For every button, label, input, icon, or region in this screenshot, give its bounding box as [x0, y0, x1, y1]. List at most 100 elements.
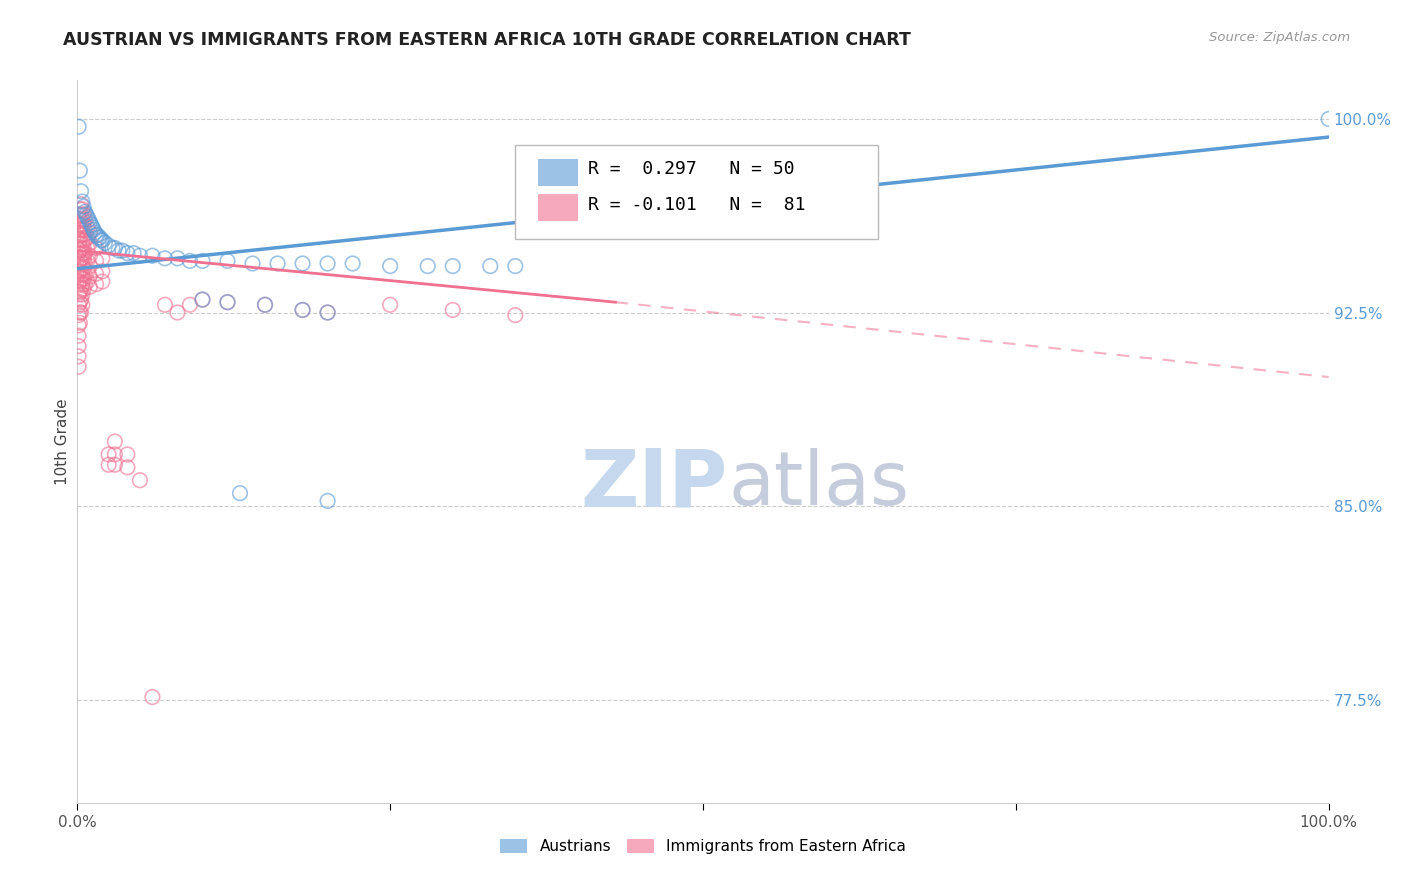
Point [76, 210, 98, 224]
Point [1317, 112, 1340, 126]
Point [104, 458, 127, 472]
Point [84, 228, 107, 243]
Point [153, 252, 176, 266]
Point [84, 267, 107, 281]
Point [72, 256, 94, 270]
Point [76, 253, 98, 268]
Point [72, 200, 94, 214]
Point [72, 207, 94, 221]
Point [67, 287, 90, 301]
Point [217, 295, 239, 310]
Point [72, 194, 94, 209]
Point [97, 238, 120, 252]
Point [72, 282, 94, 296]
Point [70, 218, 93, 232]
FancyBboxPatch shape [515, 145, 879, 239]
Point [141, 690, 163, 704]
Point [91, 275, 114, 289]
Point [229, 486, 252, 500]
Point [86, 228, 108, 243]
Point [67, 235, 90, 250]
Point [72, 212, 94, 227]
Point [72, 267, 94, 281]
Point [104, 447, 127, 461]
Point [316, 256, 339, 270]
Point [67, 267, 90, 281]
Point [67, 359, 90, 374]
Point [67, 226, 90, 240]
Point [80, 218, 103, 232]
Point [91, 264, 114, 278]
Point [70, 197, 93, 211]
Point [79, 259, 101, 273]
Point [72, 261, 94, 276]
Point [73, 212, 96, 227]
Point [70, 207, 93, 221]
Point [416, 259, 439, 273]
Point [79, 249, 101, 263]
Point [70, 184, 93, 198]
Point [69, 202, 91, 217]
Point [69, 295, 91, 310]
Point [73, 205, 96, 219]
Point [179, 253, 201, 268]
Point [117, 460, 139, 475]
Point [67, 350, 90, 364]
Legend: Austrians, Immigrants from Eastern Africa: Austrians, Immigrants from Eastern Afric… [494, 832, 912, 860]
Point [191, 253, 214, 268]
Point [70, 282, 93, 296]
Point [73, 246, 96, 260]
Point [72, 241, 94, 255]
Point [503, 259, 526, 273]
Point [191, 293, 214, 307]
Point [107, 244, 129, 258]
Point [77, 212, 100, 227]
Point [67, 298, 90, 312]
Point [94, 235, 117, 250]
Point [70, 241, 93, 255]
Point [69, 253, 91, 268]
Point [72, 277, 94, 292]
Point [67, 207, 90, 221]
Point [101, 241, 124, 255]
Point [67, 339, 90, 353]
Point [111, 244, 134, 258]
Point [378, 259, 402, 273]
Point [76, 220, 98, 235]
Point [79, 226, 101, 240]
Point [166, 305, 188, 319]
Point [69, 233, 91, 247]
Point [84, 277, 107, 292]
Point [441, 302, 464, 317]
Point [69, 223, 91, 237]
Point [91, 233, 114, 247]
Point [72, 233, 94, 247]
Point [378, 298, 402, 312]
Point [117, 447, 139, 461]
Point [166, 252, 188, 266]
Point [191, 293, 214, 307]
Point [76, 264, 98, 278]
Point [242, 256, 264, 270]
Point [91, 252, 114, 266]
Point [79, 235, 101, 250]
Point [72, 218, 94, 232]
Point [83, 226, 105, 240]
Point [89, 230, 111, 244]
Point [72, 223, 94, 237]
Text: Source: ZipAtlas.com: Source: ZipAtlas.com [1209, 31, 1350, 45]
Point [70, 293, 93, 307]
Point [69, 163, 91, 178]
Text: AUSTRIAN VS IMMIGRANTS FROM EASTERN AFRICA 10TH GRADE CORRELATION CHART: AUSTRIAN VS IMMIGRANTS FROM EASTERN AFRI… [63, 31, 911, 49]
Point [70, 261, 93, 276]
Point [67, 318, 90, 333]
Point [67, 218, 90, 232]
Point [67, 308, 90, 322]
Text: ZIP: ZIP [581, 446, 728, 524]
Point [70, 228, 93, 243]
Point [479, 259, 502, 273]
Text: atlas: atlas [728, 449, 910, 522]
Point [503, 308, 526, 322]
Point [129, 249, 152, 263]
Point [67, 246, 90, 260]
